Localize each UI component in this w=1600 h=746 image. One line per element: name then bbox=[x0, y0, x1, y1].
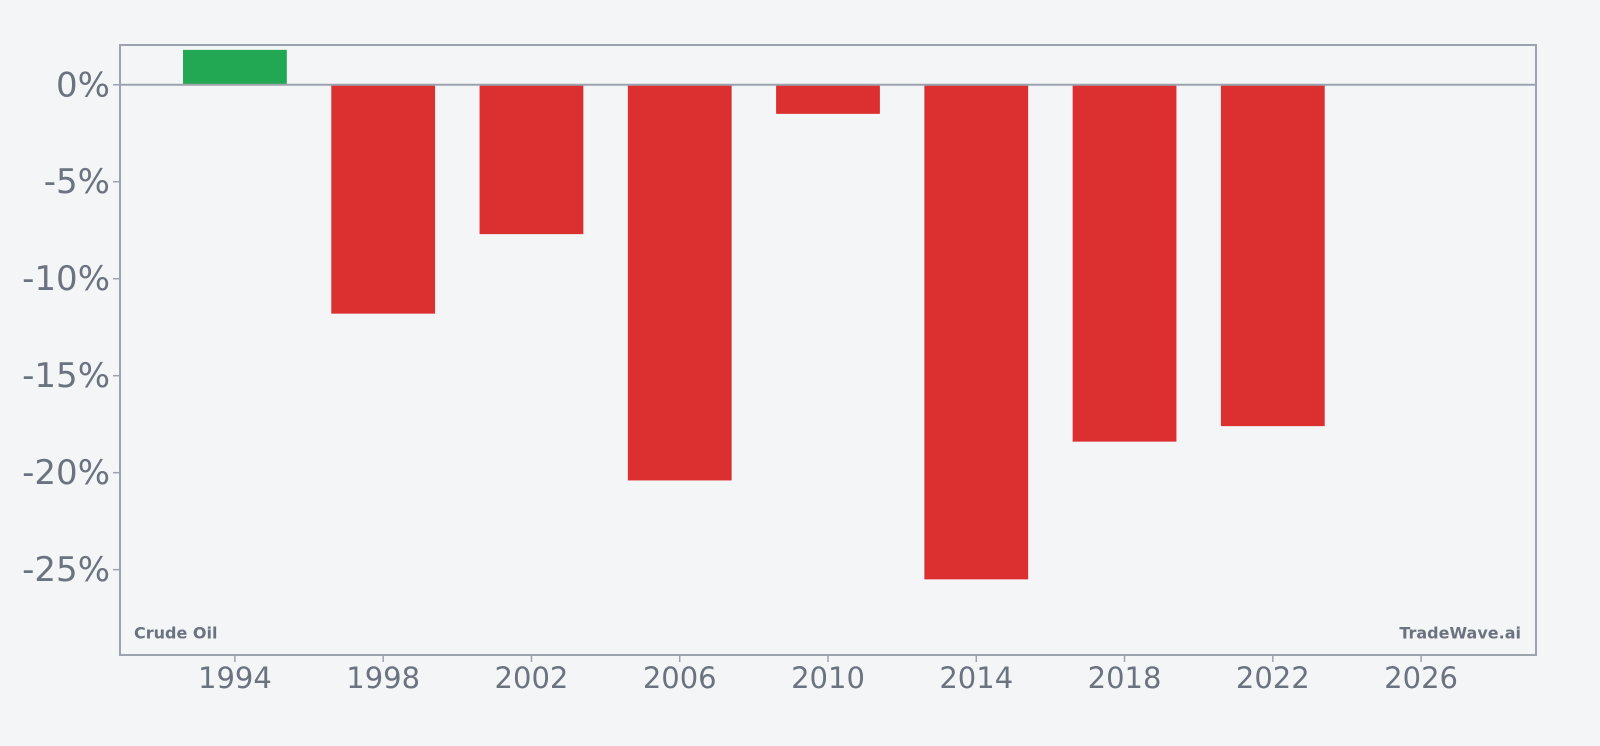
bar bbox=[183, 49, 287, 85]
y-tick-label: 0% bbox=[56, 65, 110, 105]
x-tick-label: 2022 bbox=[1236, 661, 1310, 695]
y-tick-label: -25% bbox=[22, 550, 110, 590]
annotation: Crude Oil bbox=[134, 624, 217, 643]
bar bbox=[627, 84, 732, 481]
y-tick-label: -5% bbox=[44, 162, 110, 202]
bar bbox=[776, 84, 880, 114]
y-tick-label: -15% bbox=[22, 356, 110, 396]
y-tick-label: -10% bbox=[22, 259, 110, 299]
x-tick-label: 2006 bbox=[643, 661, 717, 695]
bar bbox=[479, 84, 584, 235]
bar bbox=[331, 84, 436, 314]
plot-frame bbox=[119, 44, 1537, 656]
x-tick-label: 2002 bbox=[495, 661, 569, 695]
bar bbox=[1220, 84, 1325, 427]
bar bbox=[1072, 84, 1177, 442]
x-tick-label: 1998 bbox=[346, 661, 420, 695]
x-tick-label: 2014 bbox=[939, 661, 1013, 695]
y-tick-label: -20% bbox=[22, 453, 110, 493]
x-tick-label: 1994 bbox=[198, 661, 272, 695]
x-tick-label: 2010 bbox=[791, 661, 865, 695]
x-tick-label: 2026 bbox=[1384, 661, 1458, 695]
bar bbox=[924, 84, 1029, 580]
x-tick-label: 2018 bbox=[1088, 661, 1162, 695]
annotation: TradeWave.ai bbox=[1399, 624, 1521, 643]
